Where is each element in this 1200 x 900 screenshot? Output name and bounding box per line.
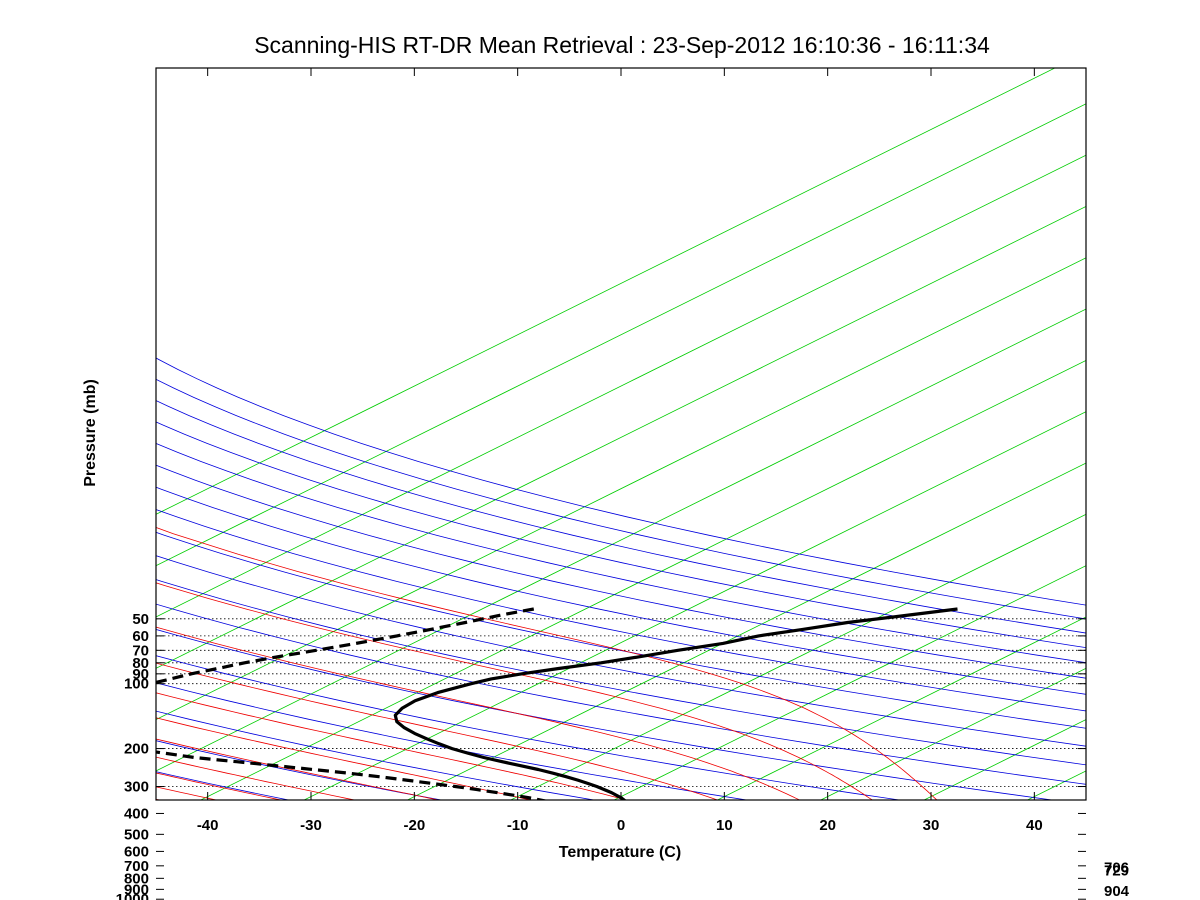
moist-adiabat-line — [156, 756, 357, 800]
x-axis-ticks: -40 -30 -20 -10 0 10 20 30 40 — [197, 68, 1043, 834]
y-tick-label: 1000 — [116, 891, 149, 900]
moist-adiabat-line — [156, 527, 938, 800]
x-tick-label: -20 — [403, 817, 425, 834]
y-tick-label: 50 — [132, 611, 149, 628]
y-tick-label: 400 — [124, 805, 149, 822]
dry-adiabat-line — [156, 400, 1086, 634]
isotherm-line — [716, 616, 1086, 800]
dry-adiabat-line — [156, 555, 1086, 747]
temperature-profile-line — [393, 607, 958, 800]
x-tick-label: 30 — [923, 817, 940, 834]
y-tick-label: 300 — [124, 779, 149, 796]
isotherm-line — [303, 411, 1086, 800]
dewpoint-profile-line — [156, 607, 547, 800]
moist-adiabat-line — [156, 772, 283, 800]
moist-adiabat-line — [156, 738, 441, 800]
right-level-label: 706 — [1104, 860, 1129, 877]
x-axis-label: Temperature (C) — [559, 844, 681, 861]
y-tick-label: 600 — [124, 843, 149, 860]
dry-adiabat-line — [156, 421, 1086, 649]
x-tick-label: 40 — [1026, 817, 1043, 834]
isotherm-line — [613, 565, 1086, 800]
dry-adiabat-line — [156, 509, 1086, 712]
moist-adiabat-line — [156, 662, 719, 800]
y-tick-label: 500 — [124, 826, 149, 843]
y-tick-label: 80 — [132, 655, 149, 672]
isotherm-line — [156, 154, 1086, 618]
moist-adiabat-line — [156, 626, 801, 800]
dry-adiabat-line — [156, 486, 1086, 695]
x-tick-label: -30 — [300, 817, 322, 834]
y-axis-ticks: 5060708090100200300400500600700800900100… — [116, 611, 1086, 900]
y-tick-label: 900 — [124, 881, 149, 898]
dry-adiabat-line — [156, 378, 1086, 620]
x-tick-label: -10 — [507, 817, 529, 834]
x-tick-label: -40 — [197, 817, 219, 834]
x-tick-label: 20 — [819, 817, 836, 834]
moist-adiabat-line — [156, 582, 873, 800]
y-tick-label: 200 — [124, 741, 149, 758]
isotherm-line — [819, 667, 1086, 800]
isotherm-line — [406, 462, 1086, 800]
y-tick-label: 70 — [132, 642, 149, 659]
y-tick-label: 90 — [132, 666, 149, 683]
isotherm-line — [509, 513, 1086, 800]
isotherm-line — [156, 103, 1086, 567]
dry-adiabat-line — [156, 655, 902, 800]
moist-adiabat-line — [156, 692, 628, 800]
isotherm-line — [199, 359, 1086, 800]
right-level-label: 729 — [1104, 863, 1129, 880]
y-tick-label: 700 — [124, 858, 149, 875]
moist-adiabat-line — [156, 717, 533, 800]
y-tick-label: 100 — [124, 676, 149, 693]
y-axis-label: Pressure (mb) — [82, 379, 99, 487]
moist-adiabat-line — [156, 786, 219, 800]
dry-adiabat-line — [156, 531, 1086, 729]
y-tick-label: 60 — [132, 628, 149, 645]
thermodynamic-background-lines — [156, 68, 1086, 800]
isotherm-line — [156, 257, 1086, 721]
chart-title: Scanning-HIS RT-DR Mean Retrieval : 23-S… — [254, 32, 990, 58]
isotherm-line — [156, 308, 1086, 772]
x-tick-label: 10 — [716, 817, 733, 834]
y-tick-label: 800 — [124, 870, 149, 887]
dry-adiabat-line — [156, 357, 1086, 606]
isotherm-line — [156, 206, 1086, 669]
x-tick-label: 0 — [617, 817, 625, 834]
dry-adiabat-line — [156, 579, 1086, 766]
profile-series — [156, 607, 958, 800]
isotherm-line — [156, 68, 1056, 515]
dry-adiabat-line — [156, 603, 1086, 785]
dry-adiabat-line — [156, 629, 1055, 800]
right-level-label: 904 — [1104, 883, 1130, 900]
